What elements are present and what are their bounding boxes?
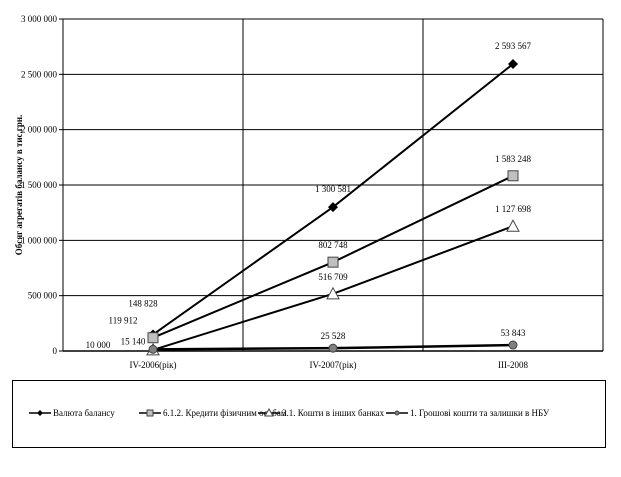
series-1: 119 912 802 748 1 583 248: [109, 154, 532, 344]
data-label: 2 593 567: [495, 41, 532, 51]
legend-circle-icon: [386, 410, 408, 416]
y-axis-label: Обсяг агрегатів балансу в тис.грн.: [14, 115, 24, 256]
data-label: 1 127 698: [495, 204, 532, 214]
x-tick-label: III-2008: [498, 360, 528, 370]
triangle-marker: [326, 286, 340, 300]
legend-diamond-icon: [29, 410, 51, 416]
circle-marker: [328, 343, 338, 353]
data-label: 15 140: [121, 336, 146, 346]
y-tick-label: 1 500 000: [21, 180, 58, 190]
legend-item: 6.1.2. Кредити фізичним особам: [139, 408, 287, 418]
data-label: 1 583 248: [495, 154, 532, 164]
triangle-marker: [264, 408, 274, 417]
data-label: 148 828: [128, 299, 158, 309]
square-marker: [147, 332, 159, 344]
circle-marker: [148, 344, 158, 354]
legend-item: 3.1. Кошти в інших банках: [258, 408, 384, 418]
series-3: 15 140 25 528 53 843: [121, 328, 526, 354]
legend-square-icon: [139, 409, 161, 417]
data-label: 25 528: [321, 331, 346, 341]
legend-item: Валюта балансу: [29, 408, 115, 418]
y-tick-label: 3 000 000: [21, 14, 58, 24]
data-label: 802 748: [318, 240, 348, 250]
square-marker: [507, 170, 519, 182]
circle-marker: [508, 340, 518, 350]
data-label: 1 300 581: [315, 184, 351, 194]
y-tick-label: 2 000 000: [21, 125, 58, 135]
x-tick-label: IV-2006(рік): [129, 360, 176, 370]
legend-label: 1. Грошові кошти та залишки в НБУ: [410, 408, 550, 418]
y-tick-label: 500 000: [28, 291, 58, 301]
legend-item: 1. Грошові кошти та залишки в НБУ: [386, 408, 549, 418]
y-tick-label: 1 000 000: [21, 235, 58, 245]
diamond-marker: [328, 202, 338, 213]
data-label: 53 843: [501, 328, 526, 338]
legend-triangle-icon: [258, 408, 280, 417]
y-tick-label: 2 500 000: [21, 69, 58, 79]
square-marker: [146, 409, 154, 417]
data-label: 516 709: [318, 272, 348, 282]
legend: Валюта балансу 6.1.2. Кредити фізичним ос…: [12, 380, 606, 448]
legend-label: 3.1. Кошти в інших банках: [282, 408, 385, 418]
data-label: 119 912: [109, 316, 138, 326]
y-tick-label: 0: [53, 346, 58, 356]
line-chart: 0 500 000 1 000 000 1 500 000 2 000 000 2 500…: [14, 14, 604, 370]
square-marker: [327, 256, 339, 268]
circle-marker: [394, 410, 400, 416]
legend-label: Валюта балансу: [53, 408, 115, 418]
diamond-marker: [508, 58, 518, 69]
legend-label: 6.1.2. Кредити фізичним особам: [163, 408, 287, 418]
diamond-marker: [37, 410, 43, 416]
x-tick-label: IV-2007(рік): [309, 360, 356, 370]
data-label: 10 000: [86, 340, 111, 350]
triangle-marker: [506, 219, 520, 232]
